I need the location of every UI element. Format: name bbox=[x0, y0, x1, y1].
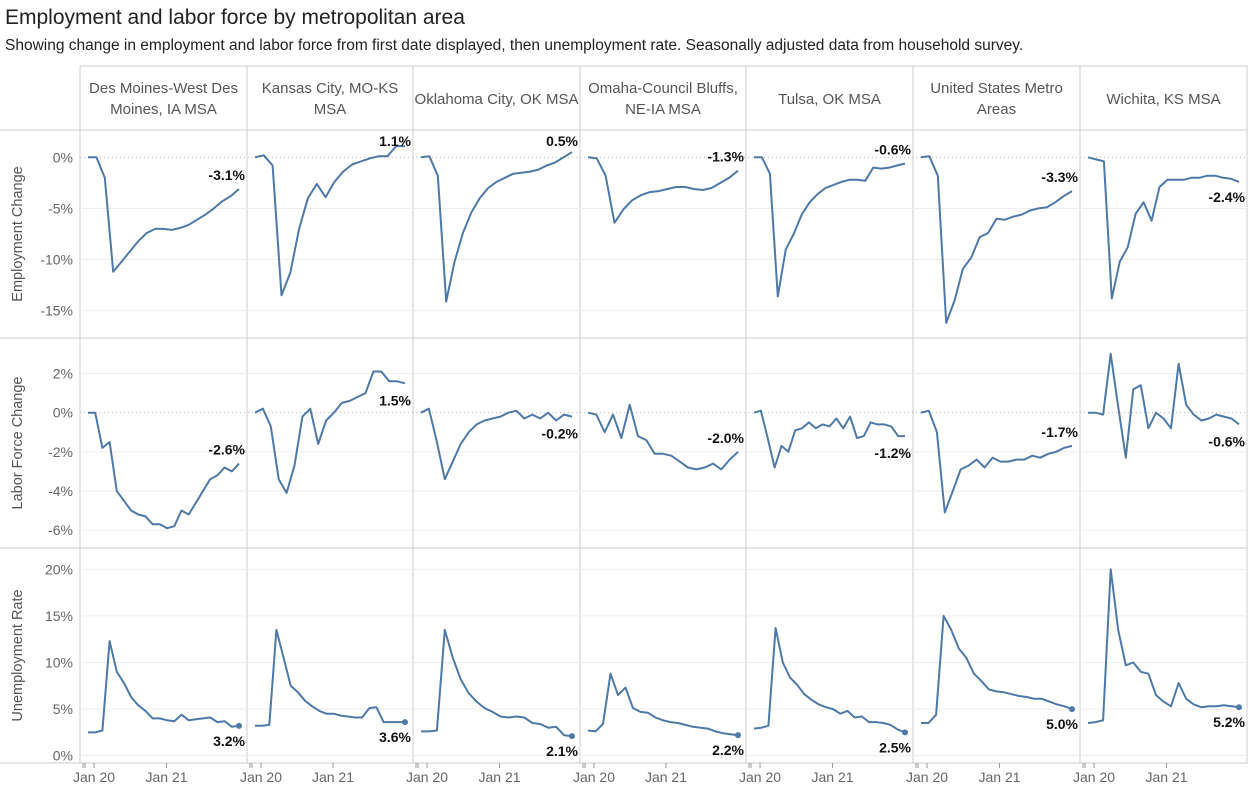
column-header-kc: MSA bbox=[314, 101, 347, 118]
end-label-lf-kc: 1.5% bbox=[379, 392, 411, 408]
column-header-us: Areas bbox=[977, 101, 1016, 118]
series-line-emp-okc bbox=[420, 151, 573, 303]
series-line-ur-us bbox=[921, 614, 1073, 724]
row-label-ur: Unemployment Rate bbox=[10, 589, 26, 721]
x-tick-label: Jan 20 bbox=[739, 769, 781, 785]
end-point-us bbox=[1069, 706, 1075, 713]
end-label-emp-des: -3.1% bbox=[208, 167, 245, 183]
end-label-emp-kc: 1.1% bbox=[379, 133, 411, 149]
y-tick-label: -2% bbox=[48, 444, 73, 460]
y-tick-label: 15% bbox=[45, 608, 73, 624]
y-tick-label: -15% bbox=[40, 303, 73, 319]
y-tick-label: 0% bbox=[53, 748, 73, 764]
chart-subtitle: Showing change in employment and labor f… bbox=[5, 37, 1024, 54]
end-label-emp-oma: -1.3% bbox=[707, 149, 744, 165]
y-tick-label: -5% bbox=[48, 200, 73, 216]
y-tick-label: 5% bbox=[53, 701, 73, 717]
series-line-emp-kc bbox=[254, 145, 405, 297]
series-line-lf-okc bbox=[420, 407, 573, 481]
end-label-emp-tul: -0.6% bbox=[874, 141, 911, 157]
series-line-ur-oma bbox=[587, 672, 739, 737]
column-header-kc: Kansas City, MO-KS bbox=[262, 80, 398, 97]
x-tick-label: Jan 21 bbox=[145, 769, 187, 785]
column-header-tul: Tulsa, OK MSA bbox=[778, 91, 881, 108]
column-header-des: Moines, IA MSA bbox=[110, 101, 217, 118]
end-label-lf-wic: -0.6% bbox=[1208, 433, 1245, 449]
x-tick-label: Jan 21 bbox=[978, 769, 1020, 785]
row-label-lf: Labor Force Change bbox=[10, 377, 26, 510]
end-label-ur-okc: 2.1% bbox=[546, 743, 578, 759]
x-tick-label: Jan 21 bbox=[478, 769, 520, 785]
column-header-oma: NE-IA MSA bbox=[625, 101, 701, 118]
x-tick-label: Jan 20 bbox=[1073, 769, 1115, 785]
end-label-ur-des: 3.2% bbox=[213, 733, 245, 749]
x-tick-label: Jan 21 bbox=[312, 769, 354, 785]
x-tick-label: Jan 20 bbox=[406, 769, 448, 785]
y-tick-label: -10% bbox=[40, 252, 73, 268]
end-label-emp-us: -3.3% bbox=[1041, 169, 1078, 185]
end-point-okc bbox=[569, 733, 575, 740]
x-tick-label: Jan 20 bbox=[73, 769, 115, 785]
end-label-emp-okc: 0.5% bbox=[546, 133, 578, 149]
series-line-emp-des bbox=[88, 156, 240, 273]
series-line-ur-tul bbox=[753, 627, 906, 734]
series-line-lf-kc bbox=[254, 370, 406, 494]
end-point-oma bbox=[735, 732, 741, 739]
x-tick-label: Jan 21 bbox=[1145, 769, 1187, 785]
end-label-lf-des: -2.6% bbox=[208, 442, 245, 458]
column-header-wic: Wichita, KS MSA bbox=[1106, 91, 1220, 108]
x-tick-label: Jan 20 bbox=[906, 769, 948, 785]
series-line-ur-wic bbox=[1087, 568, 1240, 724]
y-tick-label: 10% bbox=[45, 654, 73, 670]
end-label-ur-us: 5.0% bbox=[1046, 716, 1078, 732]
series-line-lf-us bbox=[920, 409, 1073, 514]
series-line-lf-oma bbox=[587, 403, 739, 471]
row-label-emp: Employment Change bbox=[10, 166, 26, 301]
column-header-us: United States Metro bbox=[930, 80, 1063, 97]
x-tick-label: Jan 21 bbox=[811, 769, 853, 785]
end-label-lf-okc: -0.2% bbox=[541, 426, 578, 442]
y-tick-label: 0% bbox=[53, 149, 73, 165]
series-line-ur-kc bbox=[255, 628, 405, 727]
end-point-tul bbox=[902, 729, 908, 736]
series-line-emp-tul bbox=[754, 156, 906, 298]
column-header-des: Des Moines-West Des bbox=[89, 80, 238, 97]
end-label-emp-wic: -2.4% bbox=[1208, 189, 1245, 205]
x-tick-label: Jan 20 bbox=[573, 769, 615, 785]
y-tick-label: -6% bbox=[48, 522, 73, 538]
end-label-lf-tul: -1.2% bbox=[874, 445, 911, 461]
chart-title: Employment and labor force by metropolit… bbox=[5, 6, 465, 29]
y-tick-label: -4% bbox=[48, 483, 73, 499]
series-line-ur-des bbox=[88, 640, 240, 734]
end-label-ur-oma: 2.2% bbox=[712, 742, 744, 758]
column-header-oma: Omaha-Council Bluffs, bbox=[588, 80, 738, 97]
end-label-ur-kc: 3.6% bbox=[379, 729, 411, 745]
x-tick-label: Jan 21 bbox=[645, 769, 687, 785]
series-line-lf-wic bbox=[1088, 352, 1240, 459]
end-label-lf-us: -1.7% bbox=[1041, 424, 1078, 440]
column-header-okc: Oklahoma City, OK MSA bbox=[415, 91, 579, 108]
y-tick-label: 0% bbox=[53, 405, 73, 421]
end-point-des bbox=[236, 722, 242, 729]
series-line-lf-des bbox=[88, 411, 240, 530]
y-tick-label: 20% bbox=[45, 561, 73, 577]
series-line-emp-oma bbox=[587, 156, 739, 224]
series-line-lf-tul bbox=[753, 409, 905, 469]
end-point-kc bbox=[402, 719, 408, 726]
series-line-emp-wic bbox=[1087, 156, 1240, 300]
x-tick-label: Jan 20 bbox=[240, 769, 282, 785]
series-line-emp-us bbox=[920, 155, 1073, 324]
series-line-ur-okc bbox=[421, 628, 573, 738]
end-point-wic bbox=[1236, 704, 1242, 711]
end-label-ur-wic: 5.2% bbox=[1213, 714, 1245, 730]
y-tick-label: 2% bbox=[53, 365, 73, 381]
end-label-ur-tul: 2.5% bbox=[879, 739, 911, 755]
end-label-lf-oma: -2.0% bbox=[707, 430, 744, 446]
